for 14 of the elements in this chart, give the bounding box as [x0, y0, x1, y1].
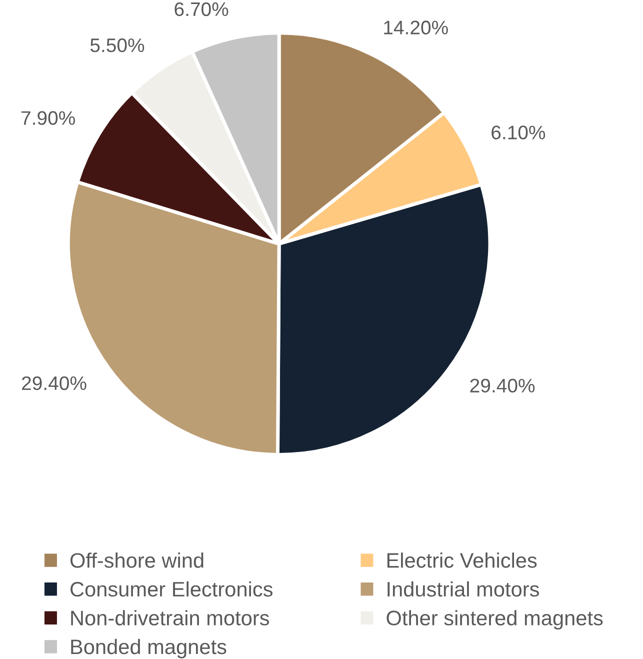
data-label: 6.70%: [174, 2, 228, 16]
legend-label: Consumer Electronics: [70, 581, 272, 597]
data-label: 29.40%: [470, 378, 535, 393]
data-label: 14.20%: [384, 20, 448, 34]
data-label: 29.40%: [22, 376, 86, 390]
legend-label: Non-drivetrain motors: [71, 610, 270, 626]
legend-label: Off-shore wind: [70, 552, 204, 568]
legend-label: Other sintered magnets: [386, 610, 603, 630]
legend-label: Bonded magnets: [71, 638, 226, 658]
legend-label: Industrial motors: [388, 581, 539, 597]
data-label: 7.90%: [22, 111, 75, 125]
data-label: 5.50%: [90, 38, 144, 52]
legend-label: Electric Vehicles: [387, 552, 537, 568]
data-label: 6.10%: [492, 126, 546, 140]
